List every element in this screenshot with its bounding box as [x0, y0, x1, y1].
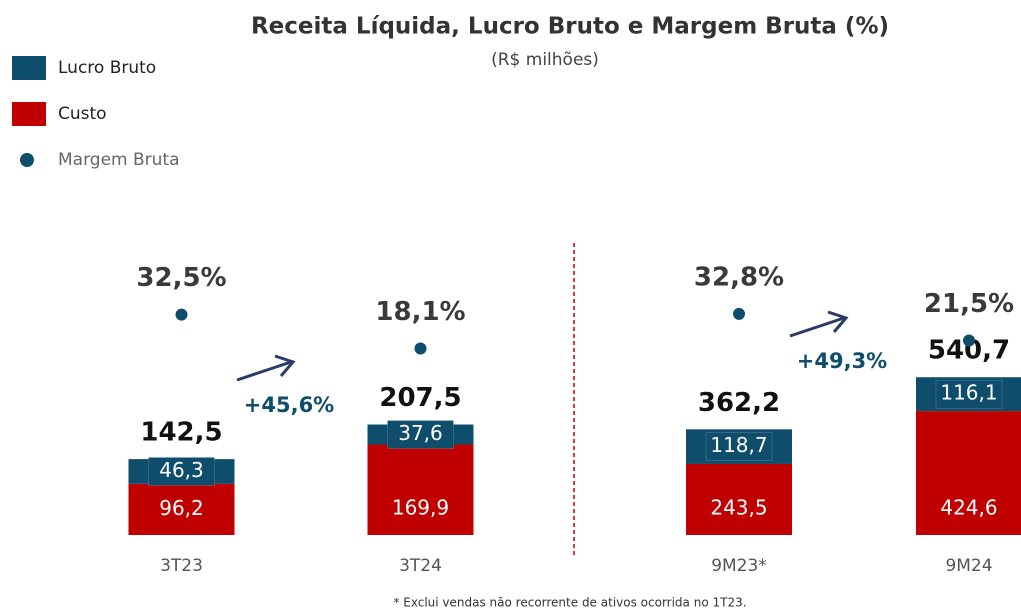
x-tick-label: 9M23*: [711, 556, 767, 576]
value-label: 118,7: [710, 433, 767, 457]
legend-label: Lucro Bruto: [58, 58, 156, 78]
label-box: [705, 432, 773, 461]
bar-segment: [916, 411, 1021, 535]
total-label: 362,2: [698, 388, 780, 418]
growth-label: +49,3%: [797, 349, 887, 373]
margin-label: 18,1%: [375, 297, 465, 327]
footnote: * Exclui vendas não recorrente de ativos…: [393, 596, 746, 610]
x-tick-label: 3T23: [160, 556, 203, 576]
margin-dot: [414, 342, 427, 355]
growth-arrow: [789, 316, 845, 338]
value-label: 37,6: [398, 421, 443, 445]
total-label: 207,5: [379, 383, 461, 413]
legend-swatch: [12, 102, 46, 126]
value-label: 46,3: [159, 458, 204, 482]
margin-label: 32,8%: [694, 262, 784, 292]
margin-dot: [175, 308, 188, 321]
margin-label: 32,5%: [136, 263, 226, 293]
bar-segment: [367, 444, 474, 535]
value-label: 116,1: [940, 381, 997, 405]
chart-subtitle: (R$ milhões): [491, 50, 599, 70]
margin-label: 21,5%: [924, 289, 1014, 319]
growth-arrow: [236, 360, 292, 382]
legend-label: Custo: [58, 104, 107, 124]
margin-dot: [733, 307, 745, 320]
margin-dot: [963, 334, 975, 347]
value-label: 169,9: [392, 496, 449, 520]
total-label: 142,5: [140, 418, 222, 448]
bar-segment: [686, 463, 792, 535]
growth-arrowhead: [827, 310, 849, 333]
x-tick-label: 3T24: [399, 556, 442, 576]
value-label: 243,5: [710, 496, 767, 520]
legend-label: Margem Bruta: [58, 150, 180, 170]
growth-arrowhead: [274, 354, 296, 377]
x-tick-label: 9M24: [945, 556, 992, 576]
legend-dot: [20, 153, 34, 167]
bar-segment: [128, 483, 235, 535]
growth-label: +45,6%: [244, 393, 334, 417]
label-box: [935, 379, 1003, 409]
chart-title: Receita Líquida, Lucro Bruto e Margem Br…: [251, 14, 889, 40]
legend-swatch: [12, 56, 46, 80]
label-box: [387, 420, 454, 449]
label-box: [148, 457, 215, 486]
value-label: 424,6: [940, 496, 997, 520]
value-label: 96,2: [159, 496, 204, 520]
